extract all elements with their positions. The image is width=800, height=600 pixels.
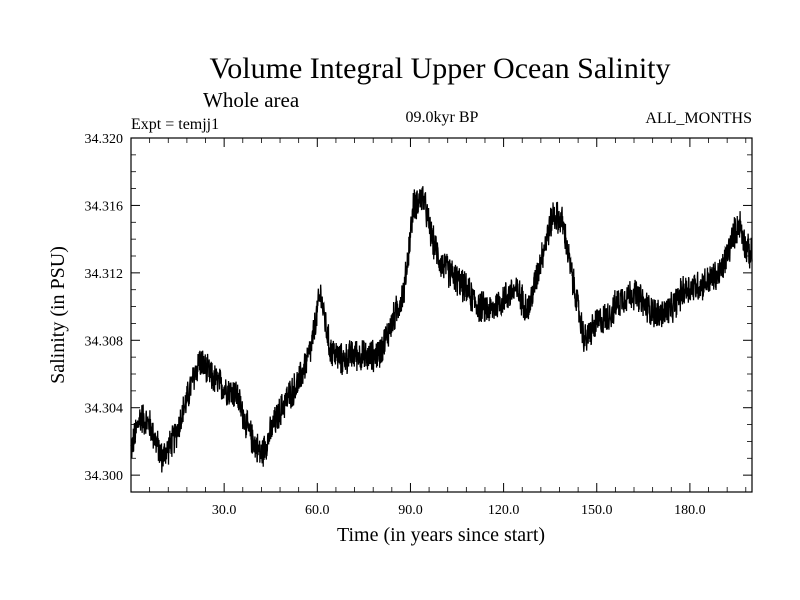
x-tick-label: 180.0 [674,503,706,518]
y-tick-label: 34.320 [85,132,124,147]
y-tick-label: 34.304 [85,402,124,417]
y-tick-label: 34.300 [85,469,124,484]
chart-subtitle: Whole area [203,88,300,112]
x-tick-label: 30.0 [212,503,237,518]
x-tick-label: 90.0 [398,503,423,518]
months-label: ALL_MONTHS [645,110,752,127]
expt-label: Expt = temjj1 [131,116,219,133]
y-tick-label: 34.308 [85,334,124,349]
tick-labels: 30.0 60.0 90.0 120.0 150.0 180.0 34.300 34.304 3… [85,132,706,518]
y-tick-label: 34.312 [85,267,124,282]
x-axis-title: Time (in years since start) [337,524,545,546]
salinity-series-line [130,186,753,473]
axis-ticks [131,137,752,492]
chart-title: Volume Integral Upper Ocean Salinity [210,52,671,85]
y-axis-title: Salinity (in PSU) [47,246,69,384]
period-label: 09.0kyr BP [406,109,479,126]
series-layer [130,186,753,473]
plot-frame [130,137,753,493]
x-tick-label: 60.0 [305,503,330,518]
x-tick-label: 150.0 [581,503,613,518]
y-tick-label: 34.316 [85,199,124,214]
x-tick-label: 120.0 [488,503,520,518]
